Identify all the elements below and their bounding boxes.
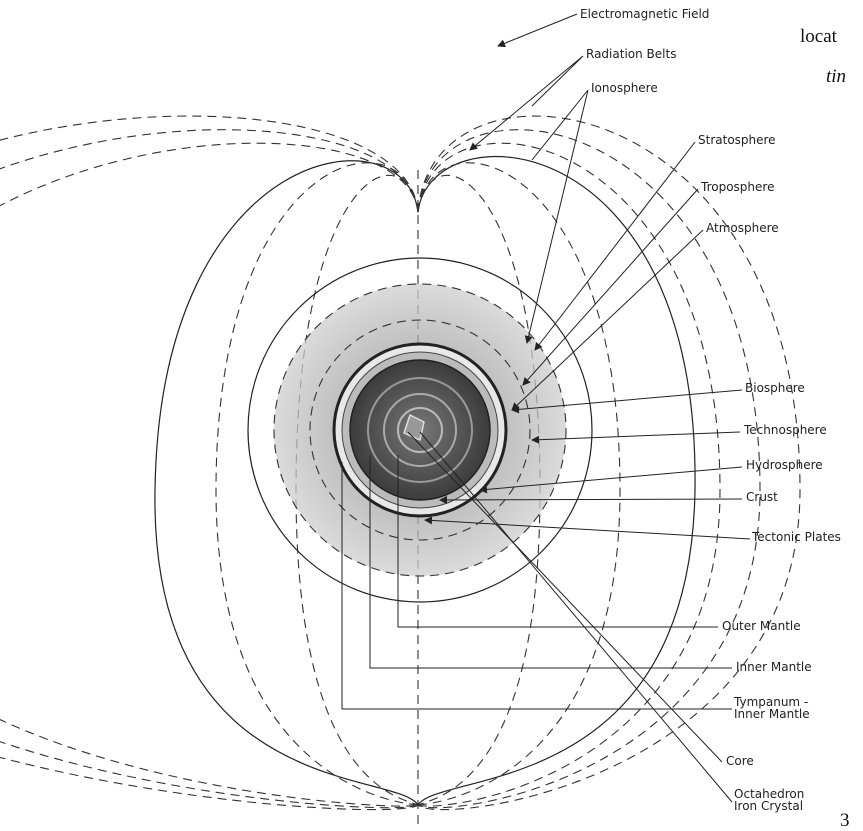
leader-line xyxy=(420,432,732,802)
label: Iron Crystal xyxy=(734,799,803,813)
label: Atmosphere xyxy=(706,221,779,235)
label: Hydrosphere xyxy=(746,458,823,472)
label: Ionosphere xyxy=(591,81,658,95)
leader-line xyxy=(535,142,695,350)
label: Tectonic Plates xyxy=(751,530,841,544)
earth-layers-diagram: Electromagnetic Field Radiation Belts Iono… xyxy=(0,0,863,831)
leader-line xyxy=(408,432,722,762)
label: Crust xyxy=(746,490,778,504)
page-fragment: tin xyxy=(826,66,846,87)
label: Electromagnetic Field xyxy=(580,7,709,21)
leader-line xyxy=(470,56,583,150)
label: Inner Mantle xyxy=(736,660,812,674)
leader-line xyxy=(498,14,577,46)
label: Biosphere xyxy=(745,381,805,395)
earth xyxy=(248,258,592,602)
label: Core xyxy=(726,754,754,768)
label: Troposphere xyxy=(700,180,774,194)
leader-line xyxy=(527,90,588,343)
label: Technosphere xyxy=(743,423,827,437)
label: Stratosphere xyxy=(698,133,776,147)
labels: Electromagnetic Field Radiation Belts Iono… xyxy=(580,7,841,813)
label: Outer Mantle xyxy=(722,619,801,633)
page-number: 3 xyxy=(840,810,850,831)
label: Radiation Belts xyxy=(586,47,676,61)
leader-line xyxy=(512,230,703,410)
label: Inner Mantle xyxy=(734,707,810,721)
leader-line xyxy=(523,189,698,385)
page-fragment: locat xyxy=(800,26,838,47)
